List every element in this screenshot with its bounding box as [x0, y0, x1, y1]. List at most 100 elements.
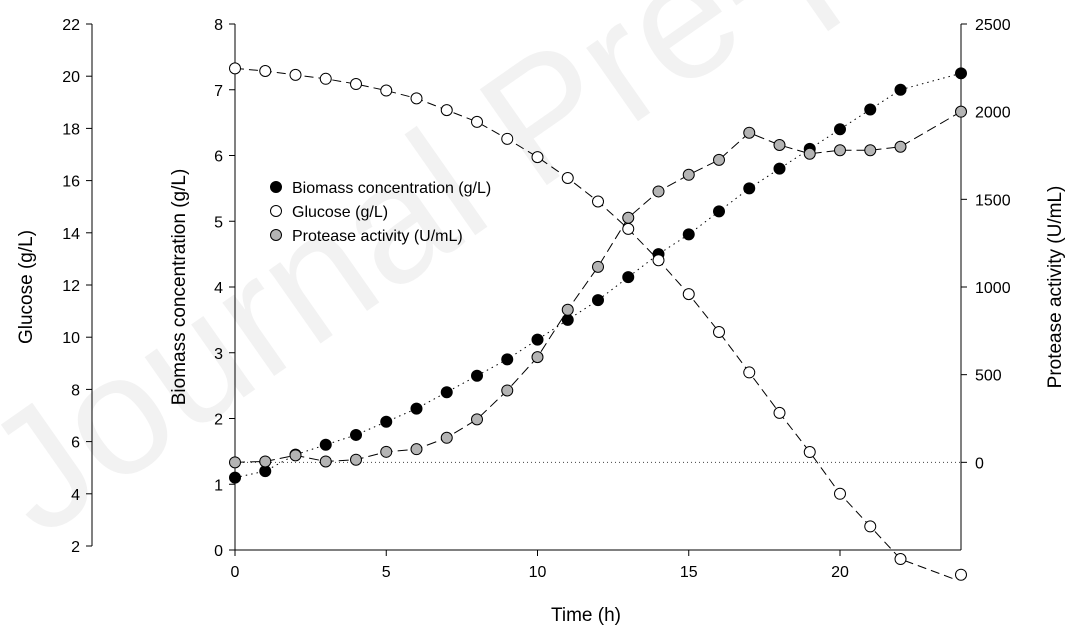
data-point — [229, 62, 241, 75]
biomass-tick-label: 8 — [214, 17, 223, 34]
data-point — [289, 68, 302, 81]
data-point — [531, 351, 544, 364]
data-point — [622, 271, 635, 284]
data-point — [350, 78, 362, 91]
data-point — [440, 431, 453, 444]
watermark: Journal Pre-proof — [0, 0, 1070, 570]
glucose-tick-label: 18 — [62, 121, 80, 138]
data-point — [955, 105, 967, 118]
data-point — [561, 171, 574, 184]
legend-item: Protease activity (U/mL) — [270, 228, 463, 245]
data-point — [713, 205, 725, 218]
protease-tick-label: 500 — [975, 368, 1002, 385]
biomass-tick-label: 0 — [214, 543, 223, 560]
glucose-tick-label: 4 — [71, 487, 80, 504]
data-point — [773, 162, 786, 175]
axes-layer: 0 5 10 15 2001234567805001000150020002500246… — [62, 17, 1010, 581]
protease-tick-label: 0 — [975, 455, 984, 472]
legend-label: Biomass concentration (g/L) — [292, 180, 491, 197]
data-point — [592, 260, 604, 273]
protease-tick-label: 1000 — [975, 280, 1011, 297]
data-point — [501, 132, 514, 145]
data-point — [501, 384, 514, 397]
data-point — [864, 520, 877, 533]
data-point — [622, 222, 635, 235]
data-point — [682, 228, 695, 241]
data-point — [894, 83, 907, 96]
legend-label: Glucose (g/L) — [292, 204, 388, 221]
data-point — [743, 182, 756, 195]
data-point — [652, 185, 665, 198]
x-tick-label: 5 — [382, 564, 391, 581]
data-point — [440, 386, 453, 399]
data-point — [561, 303, 574, 316]
data-point — [471, 369, 483, 382]
data-point — [350, 428, 362, 441]
x-tick-label: 20 — [831, 564, 849, 581]
data-point — [803, 446, 816, 459]
data-point — [592, 195, 604, 208]
biomass-tick-label: 2 — [214, 412, 223, 429]
data-point — [561, 313, 574, 326]
x-axis-title: Time (h) — [551, 605, 621, 626]
glucose-tick-label: 8 — [71, 382, 80, 399]
data-point — [864, 144, 877, 157]
data-point — [319, 455, 332, 468]
legend-marker — [270, 205, 282, 217]
data-point — [743, 366, 756, 379]
legend-item: Biomass concentration (g/L) — [270, 180, 491, 197]
data-point — [622, 211, 635, 224]
biomass-tick-label: 5 — [214, 214, 223, 231]
biomass-tick-label: 6 — [214, 149, 223, 166]
x-tick-label: 15 — [680, 564, 698, 581]
data-point — [501, 353, 514, 366]
glucose-tick-label: 6 — [71, 435, 80, 452]
legend-label: Protease activity (U/mL) — [292, 228, 463, 245]
legend-marker — [270, 229, 282, 241]
protease-axis-title: Protease activity (U/mL) — [1045, 186, 1066, 389]
data-point — [531, 333, 544, 346]
glucose-tick-label: 14 — [62, 226, 80, 243]
data-point — [380, 84, 393, 97]
data-point — [803, 147, 816, 160]
glucose-tick-label: 16 — [62, 174, 80, 191]
data-point — [652, 254, 665, 267]
series-2 — [229, 62, 967, 581]
data-point — [471, 413, 483, 426]
data-point — [682, 168, 695, 181]
data-point — [834, 123, 846, 136]
data-point — [834, 487, 846, 500]
data-point — [229, 456, 241, 469]
legend-marker — [270, 181, 282, 193]
data-point — [834, 144, 846, 157]
data-point — [592, 294, 604, 307]
data-point — [894, 553, 907, 566]
glucose-tick-label: 20 — [62, 69, 80, 86]
x-tick-label: 10 — [529, 564, 547, 581]
data-point — [713, 153, 725, 166]
data-point — [319, 438, 332, 451]
data-point — [894, 140, 907, 153]
biomass-tick-label: 1 — [214, 477, 223, 494]
data-point — [410, 92, 423, 105]
glucose-axis-title: Glucose (g/L) — [16, 230, 37, 344]
data-point — [773, 406, 786, 419]
data-point — [743, 126, 756, 139]
protease-tick-label: 2500 — [975, 17, 1011, 34]
biomass-tick-label: 3 — [214, 346, 223, 363]
data-point — [531, 151, 544, 164]
series-3 — [229, 105, 967, 469]
data-point — [319, 72, 332, 85]
biomass-tick-label: 7 — [214, 83, 223, 100]
glucose-tick-label: 22 — [62, 17, 80, 34]
data-point — [471, 115, 483, 128]
data-point — [864, 103, 877, 116]
data-point — [713, 325, 725, 338]
glucose-tick-label: 12 — [62, 278, 80, 295]
data-point — [440, 104, 453, 117]
data-point — [955, 568, 967, 581]
data-point — [773, 138, 786, 151]
series-layer — [229, 62, 967, 581]
data-point — [410, 402, 423, 415]
x-tick-label: 0 — [231, 564, 240, 581]
